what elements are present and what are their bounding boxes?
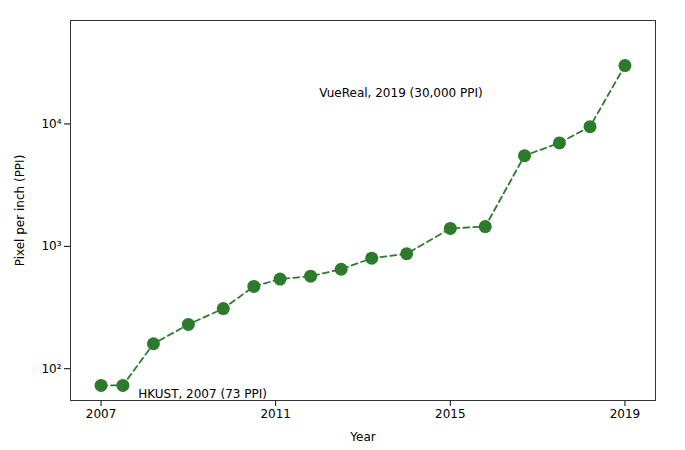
svg-text:2007: 2007 <box>86 407 117 421</box>
svg-text:10³: 10³ <box>41 239 61 253</box>
svg-text:2015: 2015 <box>435 407 466 421</box>
svg-text:Year: Year <box>349 430 375 444</box>
svg-text:10²: 10² <box>41 362 61 376</box>
svg-text:2019: 2019 <box>610 407 641 421</box>
svg-text:Pixel per inch (PPI): Pixel per inch (PPI) <box>13 155 27 267</box>
svg-text:10⁴: 10⁴ <box>41 117 61 131</box>
svg-text:VueReal, 2019 (30,000 PPI): VueReal, 2019 (30,000 PPI) <box>319 86 482 100</box>
svg-text:HKUST, 2007 (73 PPI): HKUST, 2007 (73 PPI) <box>138 387 267 401</box>
svg-text:2011: 2011 <box>260 407 291 421</box>
